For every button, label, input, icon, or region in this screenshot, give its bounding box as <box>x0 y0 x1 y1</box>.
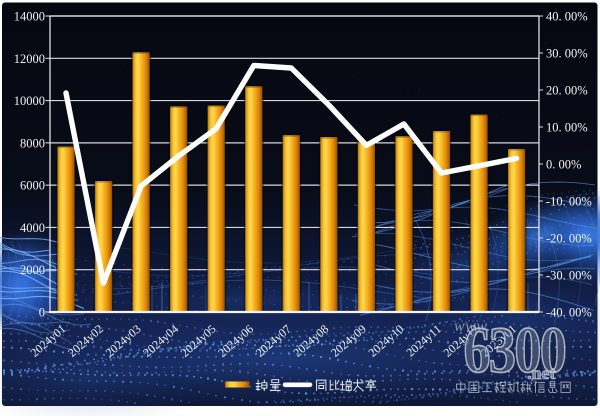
svg-text:-10. 00%: -10. 00% <box>546 195 592 209</box>
svg-text:10. 00%: 10. 00% <box>546 121 588 135</box>
svg-text:-40. 00%: -40. 00% <box>546 306 592 320</box>
svg-text:6300: 6300 <box>466 317 568 390</box>
svg-text:6300: 6300 <box>464 314 566 387</box>
svg-text:-30. 00%: -30. 00% <box>546 269 592 283</box>
svg-text:-20. 00%: -20. 00% <box>546 232 592 246</box>
svg-text:8000: 8000 <box>20 136 45 150</box>
svg-text:.net: .net <box>527 363 556 383</box>
svg-text:4000: 4000 <box>20 221 45 235</box>
svg-text:12000: 12000 <box>14 52 45 66</box>
svg-text:10000: 10000 <box>14 94 45 108</box>
svg-text:0: 0 <box>39 306 45 320</box>
svg-text:6000: 6000 <box>20 179 45 193</box>
svg-text:40. 00%: 40. 00% <box>546 10 588 24</box>
svg-text:0. 00%: 0. 00% <box>546 158 581 172</box>
svg-text:20. 00%: 20. 00% <box>546 84 588 98</box>
svg-text:30. 00%: 30. 00% <box>546 47 588 61</box>
svg-text:14000: 14000 <box>14 10 45 24</box>
svg-text:www.: www. <box>454 318 491 335</box>
svg-text:2000: 2000 <box>20 263 45 277</box>
